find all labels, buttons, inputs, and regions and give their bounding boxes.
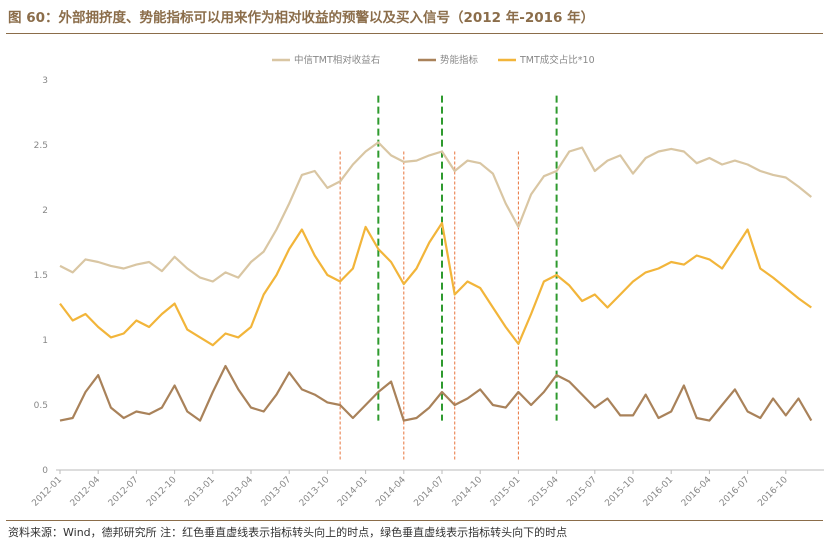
y-tick-label: 1.5 <box>34 271 48 281</box>
x-tick-label: 2014-10 <box>451 475 485 509</box>
x-tick-label: 2012-04 <box>69 475 103 509</box>
legend-label-turnover: TMT成交占比*10 <box>519 54 595 66</box>
x-tick-label: 2016-01 <box>642 475 676 509</box>
legend-label-momentum: 势能指标 <box>440 54 479 66</box>
x-axis: 2012-01 2012-04 2012-07 2012-10 2013-01 2013-… <box>30 470 790 509</box>
x-tick-label: 2016-04 <box>680 475 714 509</box>
x-tick-label: 2014-07 <box>412 475 446 509</box>
x-tick-label: 2013-07 <box>260 475 294 509</box>
x-tick-label: 2014-01 <box>336 475 370 509</box>
page-title: 图 60：外部拥挤度、势能指标可以用来作为相对收益的预警以及买入信号（2012 … <box>8 10 595 26</box>
x-tick-label: 2013-04 <box>221 475 255 509</box>
series-lines <box>59 141 813 422</box>
title-divider <box>6 33 823 34</box>
x-tick-label: 2016-07 <box>718 475 752 509</box>
x-tick-label: 2012-10 <box>145 475 179 509</box>
signal-lines <box>339 95 558 461</box>
legend-label-rel-return: 中信TMT相对收益右 <box>294 54 380 66</box>
y-tick-label: 0.5 <box>34 401 48 411</box>
chart: 中信TMT相对收益右 势能指标 TMT成交占比*10 0 0.5 1 1.5 2 2.5 3… <box>30 54 824 509</box>
x-tick-label: 2015-04 <box>527 475 561 509</box>
x-tick-label: 2015-10 <box>603 475 637 509</box>
x-tick-label: 2012-07 <box>107 475 141 509</box>
x-tick-label: 2014-04 <box>374 475 408 509</box>
legend: 中信TMT相对收益右 势能指标 TMT成交占比*10 <box>272 54 595 66</box>
x-tick-label: 2015-07 <box>565 475 599 509</box>
y-tick-label: 1 <box>42 336 48 346</box>
x-tick-label: 2013-10 <box>298 475 332 509</box>
x-tick-label: 2013-01 <box>183 475 217 509</box>
series-line-turnover <box>59 221 812 347</box>
y-tick-label: 2 <box>42 206 48 216</box>
x-tick-label: 2012-01 <box>30 475 64 509</box>
y-axis: 0 0.5 1 1.5 2 2.5 3 <box>34 76 49 476</box>
footer-divider <box>6 520 823 521</box>
y-tick-label: 2.5 <box>34 141 48 151</box>
x-tick-label: 2015-01 <box>489 475 523 509</box>
series-line-rel-return <box>59 141 812 283</box>
x-tick-label: 2016-10 <box>756 475 790 509</box>
source-note: 资料来源：Wind，德邦研究所 注：红色垂直虚线表示指标转头向上的时点，绿色垂直… <box>8 526 568 539</box>
y-tick-label: 3 <box>42 76 48 86</box>
series-line-momentum <box>59 364 813 422</box>
y-tick-label: 0 <box>42 466 48 476</box>
